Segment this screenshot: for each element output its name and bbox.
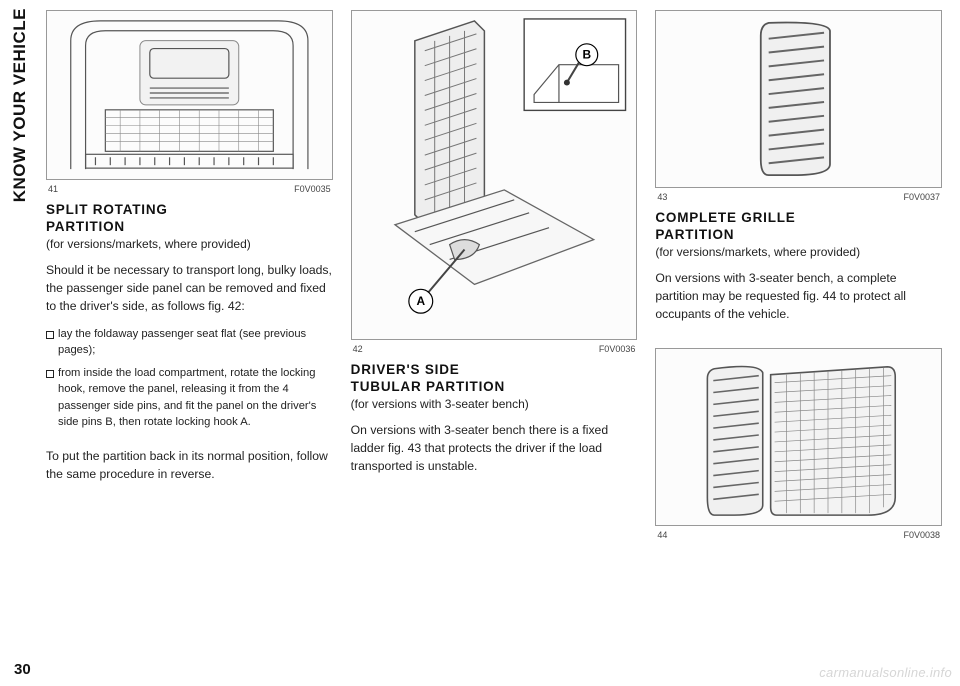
para-split-1: Should it be necessary to transport long…: [46, 261, 333, 316]
section-tab: KNOW YOUR VEHICLE: [6, 8, 34, 268]
figure-42-svg: B: [352, 11, 637, 339]
page-content: 41 F0V0035 SPLIT ROTATING PARTITION (for…: [46, 10, 942, 674]
heading-split-rotating: SPLIT ROTATING PARTITION: [46, 202, 333, 236]
heading-line: PARTITION: [655, 227, 734, 242]
callout-b-label: B: [582, 48, 591, 62]
figure-43-number: 43: [657, 192, 667, 202]
heading-tubular: DRIVER'S SIDE TUBULAR PARTITION: [351, 362, 638, 396]
page-number: 30: [14, 661, 31, 678]
figure-43: [655, 10, 942, 188]
section-tab-label: KNOW YOUR VEHICLE: [10, 8, 30, 202]
step-item: lay the foldaway passenger seat flat (se…: [46, 326, 333, 358]
heading-grille: COMPLETE GRILLE PARTITION: [655, 210, 942, 244]
figure-42-number: 42: [353, 344, 363, 354]
column-3: 43 F0V0037 COMPLETE GRILLE PARTITION (fo…: [655, 10, 942, 674]
heading-line: COMPLETE GRILLE: [655, 210, 795, 225]
figure-42-caption: 42 F0V0036: [351, 344, 638, 362]
figure-41: [46, 10, 333, 180]
figure-44: [655, 348, 942, 526]
column-1: 41 F0V0035 SPLIT ROTATING PARTITION (for…: [46, 10, 333, 674]
figure-41-caption: 41 F0V0035: [46, 184, 333, 202]
step-item: from inside the load compartment, rotate…: [46, 365, 333, 430]
column-2: B: [351, 10, 638, 674]
figure-44-svg: [656, 349, 941, 525]
subtitle-tubular: (for versions with 3-seater bench): [351, 397, 638, 411]
para-tubular: On versions with 3-seater bench there is…: [351, 421, 638, 476]
figure-41-code: F0V0035: [294, 184, 331, 194]
figure-43-svg: [656, 11, 941, 187]
para-grille: On versions with 3-seater bench, a compl…: [655, 269, 942, 324]
para-split-2: To put the partition back in its normal …: [46, 447, 333, 484]
heading-line: TUBULAR PARTITION: [351, 379, 505, 394]
figure-41-number: 41: [48, 184, 58, 194]
heading-line: SPLIT ROTATING: [46, 202, 168, 217]
figure-42-code: F0V0036: [599, 344, 636, 354]
callout-a-label: A: [416, 294, 425, 308]
figure-41-svg: [47, 11, 332, 179]
figure-44-number: 44: [657, 530, 667, 540]
figure-44-caption: 44 F0V0038: [655, 530, 942, 548]
heading-line: DRIVER'S SIDE: [351, 362, 460, 377]
figure-42: B: [351, 10, 638, 340]
watermark: carmanualsonline.info: [819, 665, 952, 680]
figure-44-code: F0V0038: [903, 530, 940, 540]
subtitle-grille: (for versions/markets, where provided): [655, 245, 942, 259]
subtitle-split-rotating: (for versions/markets, where provided): [46, 237, 333, 251]
figure-43-caption: 43 F0V0037: [655, 192, 942, 210]
steps-list: lay the foldaway passenger seat flat (se…: [46, 326, 333, 437]
figure-43-code: F0V0037: [903, 192, 940, 202]
heading-line: PARTITION: [46, 219, 125, 234]
